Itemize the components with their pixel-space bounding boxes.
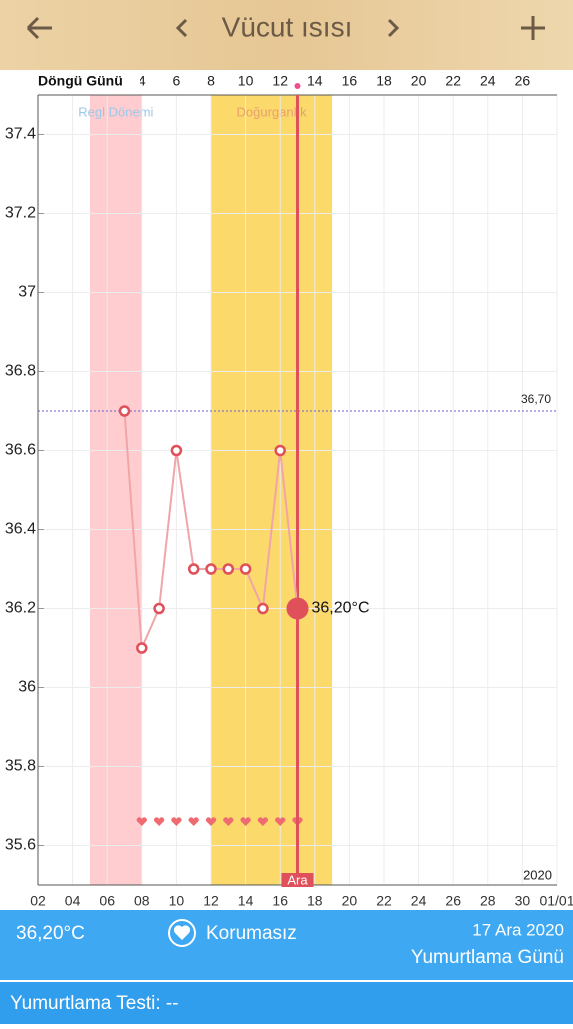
x-tick-label: 08 — [134, 893, 150, 909]
heart-marker — [223, 817, 234, 826]
temperature-point — [239, 563, 252, 575]
selected-date: 17 Ara 2020 — [472, 920, 564, 939]
day-type: Yumurtlama Günü — [411, 947, 564, 968]
header-title: Vücut ısısı — [222, 11, 353, 42]
y-tick-label: 36 — [18, 679, 36, 696]
heart-icon[interactable] — [168, 919, 196, 947]
x-tick-label: 14 — [238, 893, 254, 909]
prev-button[interactable] — [175, 18, 188, 38]
y-tick-label: 37 — [18, 284, 36, 301]
heart-marker — [257, 817, 269, 826]
y-tick-label: 37.2 — [5, 205, 36, 222]
heart-marker — [171, 817, 182, 826]
temperature-point — [222, 563, 235, 575]
heart-marker — [275, 817, 286, 826]
today-label: Ara — [287, 872, 308, 887]
current-point — [286, 597, 309, 620]
protection-status[interactable]: Korumasız — [206, 923, 297, 944]
cover-line-label: 36,70 — [521, 392, 551, 406]
cycle-axis-label: Döngü Günü — [38, 73, 123, 89]
band — [89, 95, 142, 885]
next-button[interactable] — [387, 18, 400, 38]
y-tick-label: 36.8 — [5, 363, 36, 380]
cycle-tick-label: 20 — [411, 73, 427, 89]
heart-marker — [205, 817, 217, 826]
cycle-tick-label: 4 — [138, 73, 146, 89]
today-label-bg — [281, 873, 314, 887]
band-label: Regl Dönemi — [78, 104, 153, 119]
heart-marker — [136, 817, 147, 826]
heart-shape — [173, 925, 191, 940]
cycle-tick-label: 8 — [207, 73, 215, 89]
x-tick-label: 16 — [272, 893, 288, 909]
temperature-point — [187, 563, 200, 575]
temperature-point — [153, 602, 165, 615]
info-bar — [0, 910, 573, 980]
temperature-point — [170, 444, 183, 457]
add-button[interactable] — [521, 16, 545, 40]
x-tick-label: 06 — [99, 893, 115, 909]
ovulation-test[interactable]: Yumurtlama Testi: -- — [10, 993, 179, 1014]
y-tick-label: 37.4 — [5, 126, 36, 143]
band — [211, 95, 333, 885]
back-button[interactable] — [26, 16, 52, 40]
y-tick-label: 35.6 — [5, 837, 36, 854]
heart-marker — [188, 817, 199, 826]
x-tick-label: 24 — [411, 893, 427, 909]
band-label: Doğurganlık — [236, 104, 307, 119]
cycle-tick-label: 16 — [342, 73, 358, 89]
heart-marker — [240, 817, 251, 826]
x-tick-label: 02 — [30, 893, 46, 909]
current-temperature: 36,20°C — [16, 923, 85, 944]
temperature-point — [274, 444, 286, 457]
x-tick-label: 12 — [203, 893, 219, 909]
x-tick-label: 26 — [445, 893, 461, 909]
cycle-tick-label: 10 — [238, 73, 254, 89]
value-label: 36,20°C — [312, 600, 370, 617]
year-label: 2020 — [523, 867, 552, 882]
y-tick-label: 36.4 — [5, 521, 36, 538]
heart-marker — [153, 817, 165, 826]
x-tick-label: 01/01 — [539, 893, 573, 909]
x-tick-label: 22 — [376, 893, 392, 909]
cycle-tick-label: 18 — [376, 73, 392, 89]
temperature-point — [257, 602, 269, 615]
x-tick-label: 28 — [480, 893, 496, 909]
y-tick-label: 36.6 — [5, 442, 36, 459]
y-tick-label: 35.8 — [5, 758, 36, 775]
x-tick-label: 04 — [65, 893, 81, 909]
cycle-label-bg — [36, 72, 140, 92]
temperature-point — [205, 563, 217, 575]
temperature-point — [118, 405, 131, 417]
y-tick-label: 36.2 — [5, 600, 36, 617]
header-bar — [0, 0, 573, 70]
cycle-tick-label: 6 — [173, 73, 181, 89]
today-dot — [294, 83, 301, 89]
cycle-tick-label: 22 — [445, 73, 461, 89]
x-tick-label: 20 — [342, 893, 358, 909]
temperature-point — [136, 642, 148, 654]
test-bar — [0, 982, 573, 1024]
cycle-tick-label: 24 — [480, 73, 496, 89]
cycle-tick-label: 12 — [272, 73, 288, 89]
x-tick-label: 18 — [307, 893, 323, 909]
x-tick-label: 30 — [515, 893, 531, 909]
x-tick-label: 10 — [169, 893, 185, 909]
cycle-tick-label: 26 — [515, 73, 531, 89]
cycle-tick-label: 14 — [307, 73, 323, 89]
